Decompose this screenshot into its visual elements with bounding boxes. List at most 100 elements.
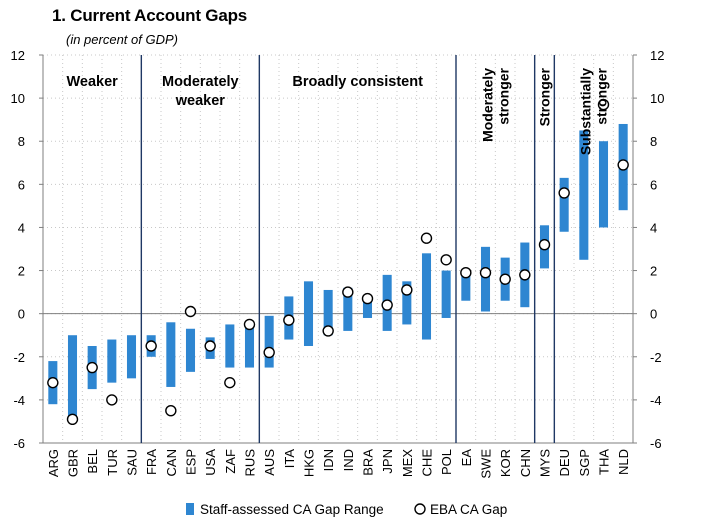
y-tick-label-left: 12: [11, 48, 25, 63]
group-labels: Weaker Moderately weaker Broadly consistent…: [67, 67, 610, 155]
range-bar: [225, 324, 235, 368]
x-tick-label: MYS: [538, 449, 553, 478]
range-bar: [244, 324, 255, 368]
x-tick-label: HKG: [302, 449, 317, 477]
eba-marker: [106, 394, 118, 406]
eba-marker: [597, 98, 610, 111]
eba-marker: [263, 346, 275, 359]
eba-marker: [322, 325, 334, 337]
eba-marker: [519, 269, 531, 281]
range-bar: [107, 339, 117, 383]
eba-marker: [184, 305, 197, 318]
x-tick-label: CHN: [518, 449, 533, 477]
x-tick-label: KOR: [498, 449, 513, 477]
eba-marker: [440, 254, 452, 266]
range-bar: [402, 281, 412, 325]
x-tick-label: CAN: [164, 449, 179, 476]
group-label: stronger: [594, 67, 610, 124]
range-bar: [461, 270, 471, 301]
y-tick-label-right: 6: [650, 177, 657, 192]
x-tick-label: MEX: [400, 449, 415, 478]
y-tick-label-right: 2: [650, 264, 657, 279]
range-bar: [598, 141, 609, 228]
y-tick-label-right: 8: [650, 134, 657, 149]
eba-marker: [165, 404, 177, 417]
eba-marker: [460, 267, 472, 279]
legend-swatch-eba: [414, 503, 426, 515]
eba-marker: [47, 376, 59, 389]
eba-marker: [243, 318, 256, 331]
x-tick-label: ZAF: [223, 449, 238, 474]
x-tick-label: ARG: [46, 449, 61, 477]
eba-marker: [86, 361, 98, 374]
y-tick-label-left: 0: [18, 307, 25, 322]
y-tick-label-left: -2: [13, 350, 25, 365]
range-bar: [67, 335, 78, 418]
y-tick-label-left: -4: [13, 393, 25, 408]
chart-title: 1. Current Account Gaps: [52, 6, 248, 25]
x-tick-label: SWE: [479, 449, 494, 479]
range-bar: [323, 289, 333, 336]
eba-marker: [558, 187, 570, 199]
x-tick-label: CHE: [420, 449, 435, 477]
x-tick-label: SAU: [125, 449, 140, 476]
group-label: Moderately: [162, 74, 239, 90]
group-label: Weaker: [67, 74, 119, 90]
eba-marker: [224, 376, 236, 389]
eba-marker: [617, 159, 629, 171]
y-tick-label-right: -6: [650, 436, 662, 451]
x-tick-label: BEL: [85, 449, 100, 474]
x-tick-label: TUR: [105, 449, 120, 476]
eba-marker: [204, 340, 216, 352]
y-tick-label-right: -4: [650, 393, 662, 408]
x-tick-label: FRA: [144, 449, 159, 475]
range-bar: [166, 322, 176, 387]
legend: Staff-assessed CA Gap Range EBA CA Gap: [186, 502, 507, 517]
x-tick-label: BRA: [361, 449, 376, 476]
eba-marker: [499, 273, 511, 285]
range-bar: [579, 130, 589, 260]
range-bar: [441, 270, 451, 318]
range-bar: [303, 281, 314, 346]
range-bar: [421, 253, 432, 340]
x-tick-label: RUS: [243, 449, 258, 477]
eba-marker: [381, 299, 393, 311]
eba-marker: [66, 413, 79, 425]
eba-marker: [342, 286, 354, 298]
x-tick-label: POL: [439, 449, 454, 475]
tick-labels: -6 -6 -4 -4 -2 -2 0 0 2 2 4 4 6 6 8 8 10 10 12 12 ARG GBR BEL T…: [11, 48, 665, 479]
range-bar: [343, 287, 353, 331]
group-dividers: [140, 55, 556, 443]
range-bar: [185, 328, 196, 372]
eba-marker: [401, 284, 413, 296]
x-tick-label: ESP: [184, 449, 199, 475]
x-tick-label: IND: [341, 449, 356, 471]
legend-label-range: Staff-assessed CA Gap Range: [200, 502, 384, 517]
y-tick-label-right: -2: [650, 350, 662, 365]
y-tick-label-left: 4: [18, 220, 25, 235]
group-label: Stronger: [537, 67, 553, 126]
eba-marker: [479, 267, 492, 279]
y-tick-label-right: 10: [650, 91, 664, 106]
x-tick-label: EA: [459, 449, 474, 467]
eba-marker: [538, 238, 551, 251]
range-bar: [264, 315, 274, 368]
x-tick-label: IDN: [321, 449, 336, 471]
x-tick-label: SGP: [577, 449, 592, 476]
range-bar: [126, 335, 137, 379]
y-tick-label-right: 12: [650, 48, 664, 63]
legend-label-eba: EBA CA Gap: [430, 502, 507, 517]
eba-marker: [361, 292, 374, 305]
group-label: weaker: [175, 93, 226, 109]
eba-marker: [145, 340, 157, 352]
group-label: Moderately: [479, 68, 495, 142]
eba-markers: [47, 98, 629, 425]
x-tick-label: GBR: [66, 449, 81, 477]
eba-marker: [420, 232, 433, 244]
group-label: Substantially: [578, 68, 594, 155]
y-tick-label-left: -6: [13, 436, 25, 451]
group-label: Broadly consistent: [292, 74, 423, 90]
x-tick-label: ITA: [282, 449, 297, 469]
y-tick-label-left: 10: [11, 91, 25, 106]
